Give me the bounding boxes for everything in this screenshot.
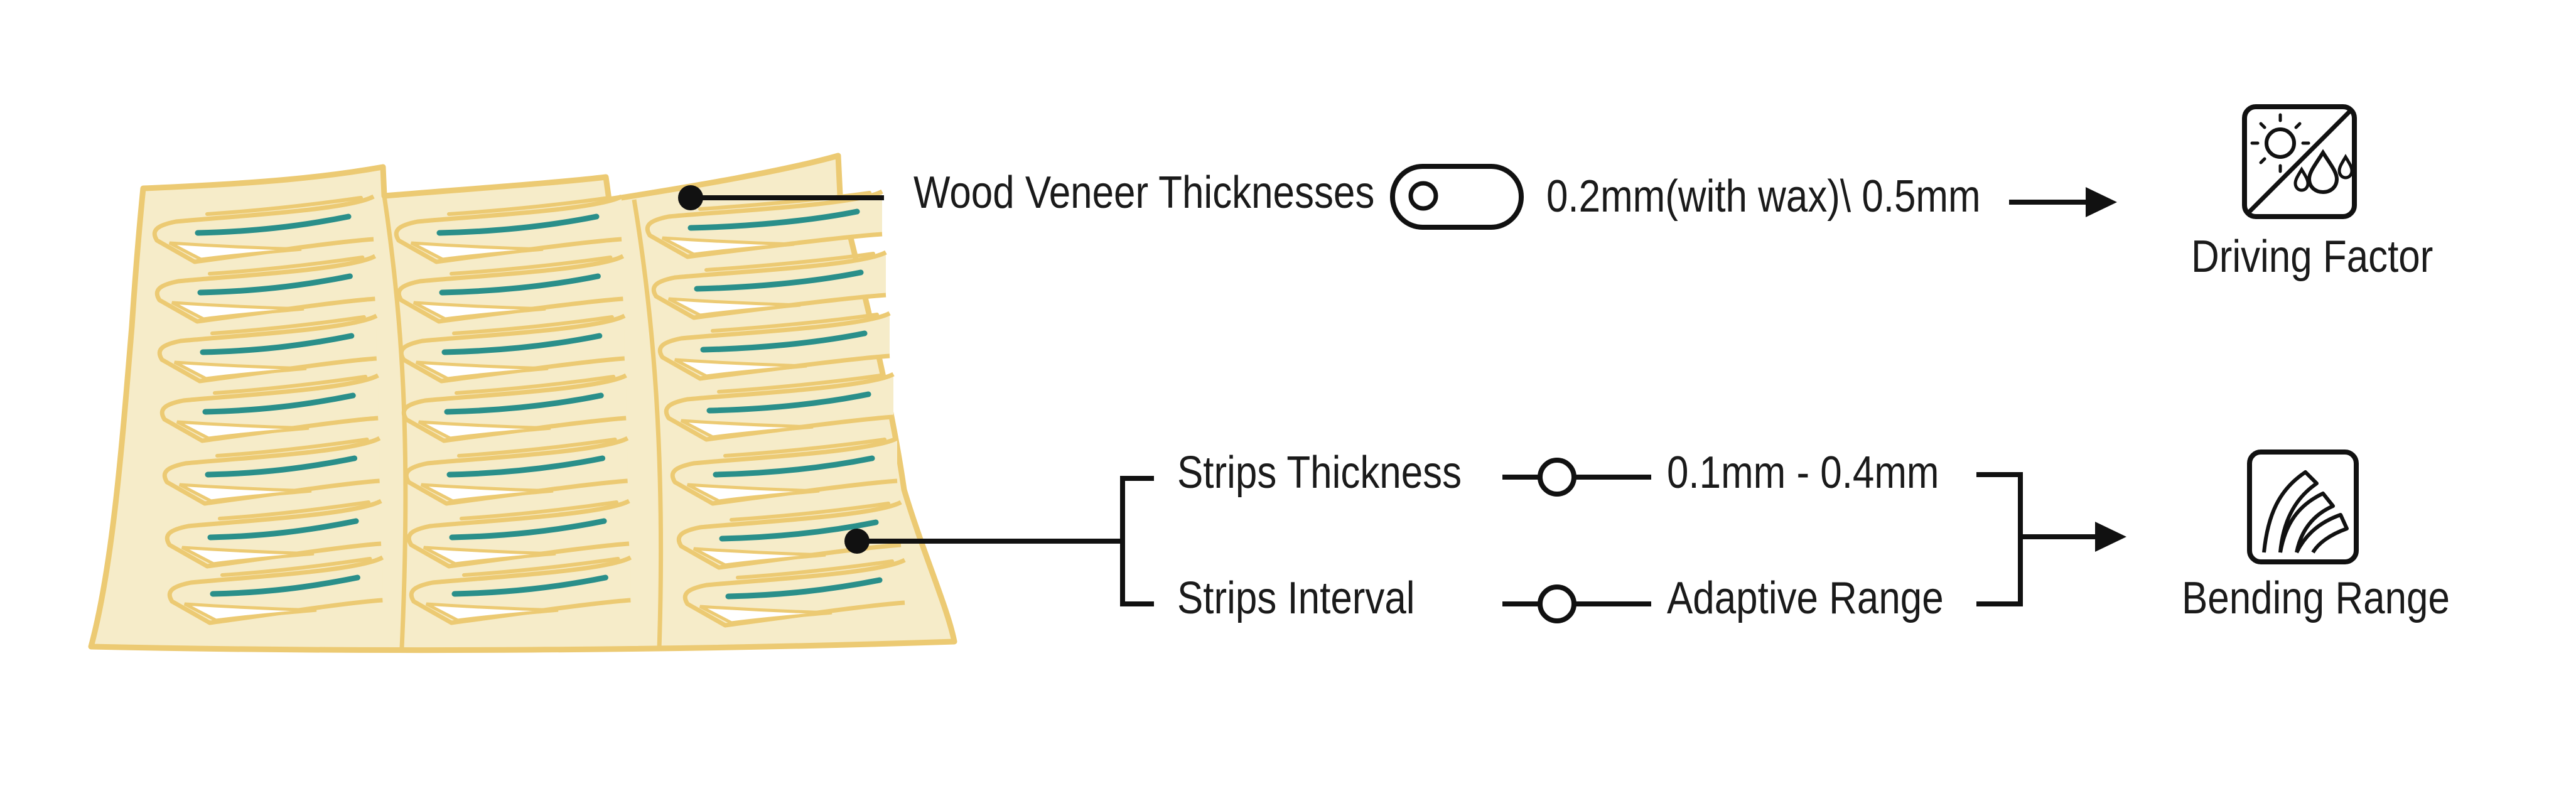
veneer-cut-gap [168,241,302,261]
veneer-cut-gap [178,483,312,503]
veneer-grain-line [711,313,879,333]
veneer-cut-gap [680,419,814,439]
veneer-cut-gap [425,602,559,622]
wood-strip [439,273,601,296]
veneer-grain-line [462,557,620,577]
wood-strip [725,577,883,600]
veneer-grain-line [218,500,370,520]
wood-strip [197,273,353,296]
wood-strip [200,333,355,355]
veneer-grain-line [215,438,369,458]
veneer-cut-gap [181,546,315,566]
arrow-right-icon [2020,522,2126,552]
veneer-cut-gap [423,546,556,566]
veneer-crease [632,199,664,650]
veneer-cut-gap [693,547,826,567]
wood-strip [441,333,603,355]
strips-thickness-value: 0.1mm - 0.4mm [1667,448,1939,498]
wood-strip [444,392,604,415]
strips-interval-value: Adaptive Range [1667,573,1944,623]
veneer-cut-gap [420,483,554,503]
wood-strip [207,518,359,541]
wood-strip [694,269,864,292]
veneer-grain-line [730,502,890,522]
veneer-grain-line [208,256,365,276]
wood-strip [436,213,600,236]
veneer-cut-gap [173,360,307,380]
veneer-cut-gap [661,236,795,256]
veneer-grain-line [450,256,613,276]
veneer-grain-line [704,252,875,272]
slider-icon [1502,458,1651,497]
veneer-grain-line [220,557,372,577]
wood-strip [700,330,868,353]
veneer-grain-line [210,315,366,335]
veneer-cut-gap [171,301,304,321]
wood-strip [210,574,360,597]
veneer-grain-line [205,196,363,216]
wood-strip [195,213,352,236]
veneer-thickness-label: Wood Veneer Thicknesses [913,168,1375,218]
wood-strip [446,455,606,478]
left-bracket [1120,476,1154,606]
veneer-cut-gap [699,605,833,625]
wood-strip [719,519,879,542]
wood-strip [713,455,875,478]
wood-strip [202,392,356,415]
veneer-grain-line [736,559,894,579]
wood-strip [205,455,358,478]
bending-layers-icon [2247,450,2359,564]
veneer-grain-line [457,438,617,458]
veneer-cut-gap [176,420,310,440]
veneer-grain-line [717,374,883,394]
toggle-switch-icon [1390,164,1524,230]
driving-factor-caption: Driving Factor [2191,232,2433,282]
veneer-grain-line [723,438,887,458]
veneer-grain-line [447,196,611,216]
veneer-crease [382,195,408,649]
veneer-thickness-value: 0.2mm(with wax)\ 0.5mm [1546,171,1981,222]
veneer-grain-line [213,375,368,395]
veneer-grain-line [455,375,616,395]
veneer-cut-gap [183,602,317,622]
veneer-cut-gap [412,301,546,321]
strips-thickness-label: Strips Thickness [1177,448,1462,498]
veneer-cut-gap [418,420,551,440]
veneer-cut-gap [674,358,807,378]
veneer-cut-gap [686,483,820,503]
veneer-cut-gap [415,360,549,380]
wood-veneer-illustration [88,153,957,654]
veneer-cut-gap [667,297,801,317]
wood-strip [449,518,607,541]
veneer-grain-line [698,191,871,211]
slider-icon [1502,584,1651,623]
sun-rain-icon [2242,104,2357,219]
veneer-grain-line [460,500,618,520]
bending-range-caption: Bending Range [2182,573,2450,623]
right-bracket [1976,472,2023,606]
wood-strip [687,208,860,231]
wood-strip [451,574,608,597]
arrow-right-icon [2009,187,2117,217]
wood-strip [706,391,871,414]
veneer-cut-gap [410,241,544,261]
veneer-grain-line [452,315,614,335]
strips-interval-label: Strips Interval [1177,573,1415,623]
